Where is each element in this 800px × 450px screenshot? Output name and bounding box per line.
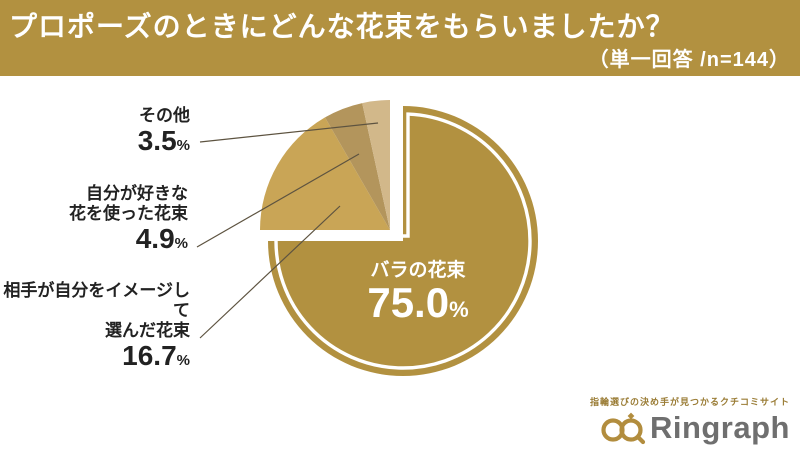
ringraph-rings-icon — [601, 412, 646, 445]
header: プロポーズのときにどんな花束をもらいましたか？ （単一回答 /n=144） — [0, 0, 800, 76]
callout-partner-image-value: 16.7% — [122, 340, 190, 372]
callout-other-label: その他 — [139, 106, 190, 125]
callout-own-favorite: 自分が好きな 花を使った花束 4.9% — [69, 184, 188, 253]
brand-name: Ringraph — [649, 409, 790, 445]
pie-slice-rose-inset-outline — [274, 112, 532, 370]
rose-slice-label: バラの花束 75.0% — [318, 260, 518, 326]
callout-partner-image-label-line2: 選んだ花束 — [105, 321, 190, 341]
brand-tagline: 指輪選びの決め手が見つかるクチコミサイト — [589, 397, 790, 407]
brand-box: 指輪選びの決め手が見つかるクチコミサイト Ringraph — [590, 395, 790, 445]
percent-sign: % — [176, 352, 190, 370]
pie-slice-other — [362, 100, 390, 230]
rose-slice-name: バラの花束 — [370, 260, 466, 281]
leader-line-partner-image — [199, 205, 341, 339]
callout-own-favorite-label-line2: 花を使った花束 — [69, 204, 188, 224]
callout-partner-image: 相手が自分をイメージして 選んだ花束 16.7% — [0, 281, 190, 371]
callout-own-favorite-value: 4.9% — [135, 223, 188, 255]
chart-title: プロポーズのときにどんな花束をもらいましたか？ — [9, 11, 675, 42]
leader-line-other — [199, 122, 379, 143]
pie-slice-rose — [268, 106, 538, 376]
callout-partner-image-label-line1: 相手が自分をイメージして — [3, 281, 190, 321]
leader-line-own-favorite — [196, 153, 360, 248]
rose-slice-value: 75.0% — [367, 278, 469, 326]
percent-sign: % — [174, 235, 188, 253]
callout-other: その他 3.5% — [138, 106, 190, 155]
callout-own-favorite-label-line1: 自分が好きな — [86, 184, 188, 203]
pie-slice-own-favorite — [325, 103, 390, 230]
percent-sign: % — [176, 137, 190, 155]
callout-other-value: 3.5% — [137, 125, 190, 157]
sample-size-note: （単一回答 /n=144） — [588, 49, 790, 71]
percent-sign: % — [449, 296, 469, 322]
